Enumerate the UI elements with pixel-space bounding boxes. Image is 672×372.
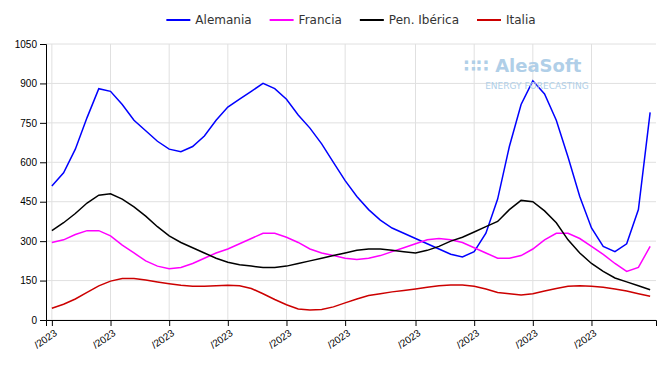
y-tick: 900	[20, 78, 46, 89]
x-tick-label: /2023	[267, 327, 294, 351]
x-tick-mark	[169, 320, 170, 326]
legend-label: Francia	[299, 13, 342, 27]
grid-line-x	[474, 44, 475, 320]
grid-line-y	[46, 44, 656, 45]
y-axis-line	[40, 45, 47, 321]
legend-swatch	[166, 19, 190, 21]
x-tick-mark	[228, 320, 229, 326]
legend-item: Alemania	[166, 13, 251, 27]
y-tick-label: 600	[20, 157, 37, 168]
x-tick-mark	[474, 320, 475, 326]
legend-swatch	[360, 19, 384, 21]
y-tick: 450	[20, 196, 46, 207]
y-tick: 600	[20, 157, 46, 168]
x-tick-label: /2023	[325, 327, 352, 351]
x-tick-label: /2023	[396, 327, 423, 351]
grid-line-x	[591, 44, 592, 320]
grid-line-x	[110, 44, 111, 320]
grid	[46, 44, 656, 320]
annotations: ∷∷ AleaSoft ENERGY FORECASTING	[464, 55, 589, 91]
y-tick-label: 300	[20, 236, 37, 247]
x-tick: /2023	[513, 320, 540, 351]
legend-label: Italia	[506, 13, 536, 27]
x-tick-mark	[416, 320, 417, 326]
y-tick-mark	[40, 241, 46, 242]
y-tick-mark	[40, 162, 46, 163]
legend-swatch	[270, 19, 294, 21]
lines	[52, 81, 650, 310]
x-tick-mark	[345, 320, 346, 326]
grid-line-x	[51, 44, 52, 320]
x-tick-label: /2023	[454, 327, 481, 351]
x-tick: /2023	[32, 320, 59, 351]
watermark: ∷∷ AleaSoft	[464, 55, 582, 76]
x-tick-label: /2023	[32, 327, 59, 351]
y-tick-label: 150	[20, 275, 37, 286]
x-tick-mark	[591, 320, 592, 326]
x-tick: /2023	[267, 320, 294, 351]
series-line	[52, 81, 650, 257]
y-tick-label: 0	[31, 315, 37, 326]
x-tick: /2023	[396, 320, 423, 351]
x-tick-mark	[52, 320, 53, 326]
x-tick-label: /2023	[149, 327, 176, 351]
watermark-subtitle: ENERGY FORECASTING	[485, 81, 588, 91]
x-tick-mark	[111, 320, 112, 326]
x-tick: /2023	[454, 320, 481, 351]
y-tick: 0	[31, 315, 46, 326]
legend-item: Italia	[477, 13, 536, 27]
legend-swatch	[477, 19, 501, 21]
x-tick: /2023	[572, 320, 599, 351]
legend-item: Francia	[270, 13, 342, 27]
grid-line-y	[46, 201, 656, 202]
y-tick: 1050	[15, 39, 46, 50]
legend-item: Pen. Ibérica	[360, 13, 459, 27]
y-tick-mark	[40, 202, 46, 203]
x-tick: /2023	[325, 320, 352, 351]
grid-line-x	[415, 44, 416, 320]
y-tick-label: 900	[20, 78, 37, 89]
x-tick-label: /2023	[91, 327, 118, 351]
x-tick-label: /2023	[208, 327, 235, 351]
y-axis: 0 150 300 450 600 750 900 1050	[15, 39, 47, 326]
y-tick-label: 1050	[15, 39, 38, 50]
x-tick-label: /2023	[572, 327, 599, 351]
x-tick-label: /2023	[513, 327, 540, 351]
series-line	[52, 278, 650, 310]
x-tick: /2023	[149, 320, 176, 351]
y-tick-mark	[40, 44, 46, 45]
chart: 0 150 300 450 600 750 900 1050/2023/2023/2023/2…	[0, 0, 672, 372]
grid-line-y	[46, 241, 656, 242]
y-tick: 750	[20, 118, 46, 129]
legend-label: Alemania	[195, 13, 251, 27]
x-tick-mark	[533, 320, 534, 326]
legend-label: Pen. Ibérica	[389, 13, 459, 27]
plot-area: 0 150 300 450 600 750 900 1050/2023/2023/2023/2…	[15, 39, 657, 351]
x-axis: /2023/2023/2023/2023/2023/2023/2023/2023…	[32, 320, 656, 351]
y-tick-mark	[40, 123, 46, 124]
x-tick-mark	[286, 320, 287, 326]
y-tick: 300	[20, 236, 46, 247]
grid-line-x	[227, 44, 228, 320]
y-tick-label: 750	[20, 118, 37, 129]
y-tick-mark	[40, 281, 46, 282]
y-tick: 150	[20, 275, 46, 286]
y-tick-mark	[40, 83, 46, 84]
series-line	[52, 194, 650, 290]
grid-line-x	[286, 44, 287, 320]
grid-line-x	[169, 44, 170, 320]
x-tick: /2023	[208, 320, 235, 351]
y-tick-label: 450	[20, 196, 37, 207]
grid-line-y	[46, 162, 656, 163]
y-tick-mark	[40, 320, 46, 321]
legend: Alemania Francia Pen. Ibérica Italia	[166, 13, 535, 27]
grid-line-y	[46, 280, 656, 281]
x-axis-line	[47, 321, 657, 327]
x-tick: /2023	[91, 320, 118, 351]
